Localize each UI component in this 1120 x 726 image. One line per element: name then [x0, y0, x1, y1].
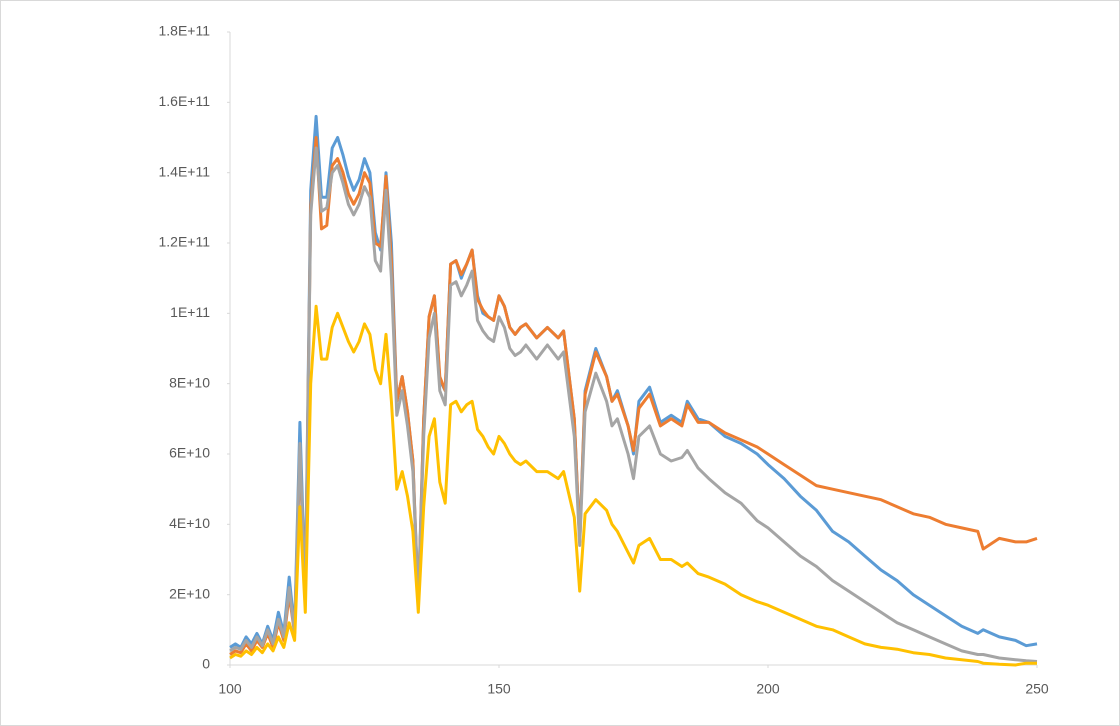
- series-line: [229, 146, 1038, 663]
- y-tick-label: 1.8E+11: [158, 23, 210, 39]
- y-tick-label: 1E+11: [170, 304, 210, 320]
- y-tick-label: 2E+10: [169, 585, 210, 601]
- y-tick-label: 1.6E+11: [158, 93, 210, 109]
- x-tick-label: 250: [1025, 681, 1049, 697]
- series-line: [229, 304, 1037, 667]
- y-tick-label: 1.2E+11: [158, 234, 210, 250]
- x-tick-label: 100: [218, 681, 242, 697]
- x-tick-label: 200: [756, 681, 780, 697]
- x-tick-label: 150: [487, 681, 511, 697]
- y-tick-label: 0: [202, 656, 210, 672]
- y-tick-label: 6E+10: [169, 445, 210, 461]
- y-tick-label: 8E+10: [169, 374, 210, 390]
- y-tick-label: 4E+10: [169, 515, 210, 531]
- y-tick-label: 1.4E+11: [158, 163, 210, 179]
